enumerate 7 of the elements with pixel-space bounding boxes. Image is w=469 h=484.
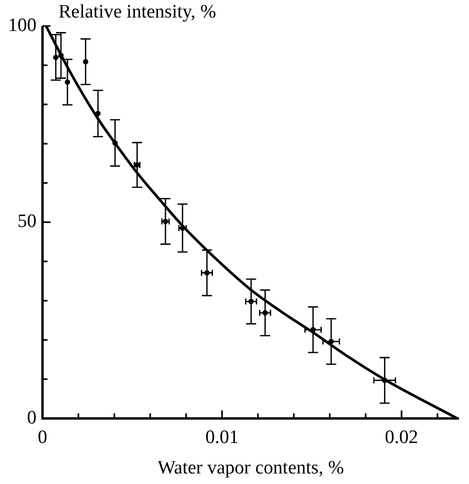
- x-tick-label: 0.02: [384, 426, 418, 448]
- y-tick-label: 100: [8, 14, 36, 36]
- x-tick-label: 0.01: [205, 426, 239, 448]
- y-tick-label: 50: [18, 211, 36, 232]
- x-axis-title: Water vapor contents, %: [158, 458, 344, 479]
- y-axis-title: Relative intensity, %: [58, 1, 216, 22]
- y-tick-label: 0: [27, 407, 36, 428]
